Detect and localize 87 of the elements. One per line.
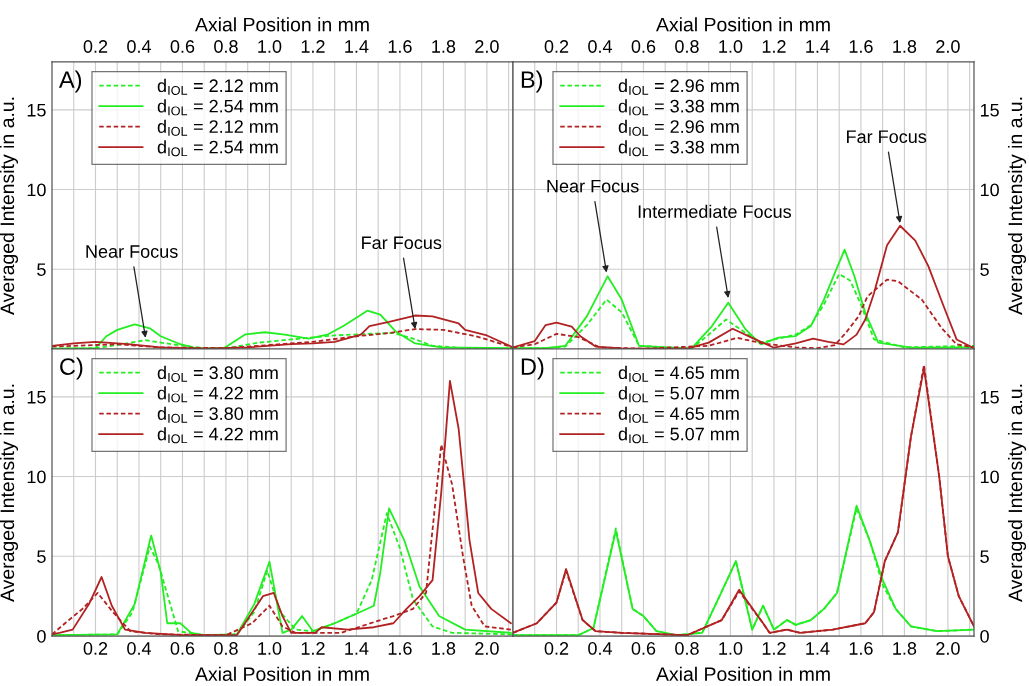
y-axis-title: Averaged Intensity in a.u.: [1007, 384, 1027, 602]
x-tick-label: 0.4: [588, 642, 612, 655]
y-tick-label: 10: [27, 470, 46, 484]
x-axis-title: Axial Position in mm: [195, 17, 369, 32]
y-tick-label: 5: [980, 550, 989, 563]
x-tick-label: 0.2: [544, 40, 569, 53]
x-tick-label: 1.8: [432, 40, 456, 53]
x-tick-label: 2.0: [475, 40, 499, 53]
legend-label: d$_{IOL}$ = 2.96 mm: [618, 119, 739, 136]
x-tick-label: 0.8: [675, 642, 699, 655]
legend-label: d$_{IOL}$ = 5.07 mm: [618, 386, 739, 403]
annotation: Far Focus: [362, 236, 442, 250]
x-tick-label: 2.0: [475, 642, 499, 655]
x-tick-label: 1.4: [806, 642, 830, 655]
annotation: Near Focus: [86, 245, 178, 258]
chart-title: D): [521, 357, 544, 380]
x-tick-label: 1.0: [258, 642, 282, 655]
annotation: Intermediate Focus: [638, 204, 792, 219]
chart-title: B): [521, 70, 543, 93]
x-tick-label: 1.2: [762, 642, 786, 655]
x-tick-label: 1.6: [849, 642, 873, 655]
y-tick-label: 0: [980, 629, 989, 643]
y-tick-label: 15: [980, 390, 999, 404]
x-tick-label: 1.6: [849, 40, 873, 53]
legend-label: d$_{IOL}$ = 3.80 mm: [157, 406, 278, 423]
legend-label: d$_{IOL}$ = 3.38 mm: [618, 140, 739, 157]
x-tick-label: 0.6: [631, 40, 656, 53]
y-tick-label: 15: [27, 103, 46, 117]
x-tick-label: 1.0: [719, 40, 743, 53]
x-tick-label: 2.0: [936, 642, 960, 655]
x-tick-label: 0.8: [214, 642, 238, 655]
x-tick-label: 0.8: [214, 40, 238, 53]
chart-title: A): [58, 70, 82, 93]
legend-label: d$_{IOL}$ = 4.22 mm: [157, 427, 278, 444]
x-tick-label: 0.2: [83, 40, 108, 53]
legend-label: d$_{IOL}$ = 3.80 mm: [157, 365, 278, 382]
chart-title: C): [60, 357, 83, 380]
y-tick-label: 5: [37, 263, 46, 276]
x-tick-label: 1.6: [388, 642, 412, 655]
x-tick-label: 0.6: [631, 642, 656, 655]
x-tick-label: 1.2: [301, 40, 325, 53]
y-tick-label: 0: [37, 629, 46, 643]
legend-label: d$_{IOL}$ = 4.22 mm: [157, 386, 278, 403]
x-tick-label: 1.4: [345, 40, 369, 53]
annotation: Far Focus: [847, 130, 927, 144]
legend-label: d$_{IOL}$ = 4.65 mm: [618, 365, 739, 382]
x-tick-label: 0.4: [127, 40, 151, 53]
x-tick-label: 0.4: [127, 642, 151, 655]
legend-label: d$_{IOL}$ = 4.65 mm: [618, 406, 739, 423]
x-tick-label: 1.6: [388, 40, 412, 53]
x-tick-label: 1.0: [719, 642, 743, 655]
y-tick-label: 10: [980, 183, 999, 197]
x-tick-label: 1.0: [258, 40, 282, 53]
x-tick-label: 0.6: [170, 40, 195, 53]
legend-label: d$_{IOL}$ = 3.38 mm: [618, 99, 739, 116]
y-tick-label: 15: [27, 390, 46, 404]
x-tick-label: 0.6: [170, 642, 195, 655]
y-tick-label: 5: [37, 550, 46, 563]
x-axis-title: Axial Position in mm: [656, 17, 830, 32]
annotation: Near Focus: [547, 179, 639, 193]
y-tick-label: 15: [980, 103, 999, 117]
legend-label: d$_{IOL}$ = 2.54 mm: [157, 99, 278, 116]
x-axis-title: Axial Position in mm: [195, 666, 369, 681]
x-tick-label: 0.2: [544, 642, 569, 655]
y-tick-label: 10: [980, 470, 999, 484]
y-tick-label: 5: [980, 263, 989, 276]
x-tick-label: 1.4: [806, 40, 830, 53]
legend-label: d$_{IOL}$ = 2.96 mm: [618, 78, 739, 95]
legend-label: d$_{IOL}$ = 5.07 mm: [618, 427, 739, 444]
x-tick-label: 1.4: [345, 642, 369, 655]
x-tick-label: 0.4: [588, 40, 612, 53]
x-tick-label: 0.8: [675, 40, 699, 53]
legend-label: d$_{IOL}$ = 2.12 mm: [157, 78, 278, 95]
x-axis-title: Axial Position in mm: [656, 666, 830, 681]
x-tick-label: 2.0: [936, 40, 960, 53]
x-tick-label: 1.8: [893, 40, 917, 53]
legend-label: d$_{IOL}$ = 2.54 mm: [157, 140, 278, 157]
x-tick-label: 1.8: [893, 642, 917, 655]
legend-label: d$_{IOL}$ = 2.12 mm: [157, 119, 278, 136]
x-tick-label: 0.2: [83, 642, 108, 655]
x-tick-label: 1.2: [301, 642, 325, 655]
y-tick-label: 10: [27, 183, 46, 197]
y-axis-title: Averaged Intensity in a.u.: [0, 97, 19, 315]
x-tick-label: 1.2: [762, 40, 786, 53]
x-tick-label: 1.8: [432, 642, 456, 655]
y-axis-title: Averaged Intensity in a.u.: [0, 384, 19, 602]
y-axis-title: Averaged Intensity in a.u.: [1007, 97, 1027, 315]
